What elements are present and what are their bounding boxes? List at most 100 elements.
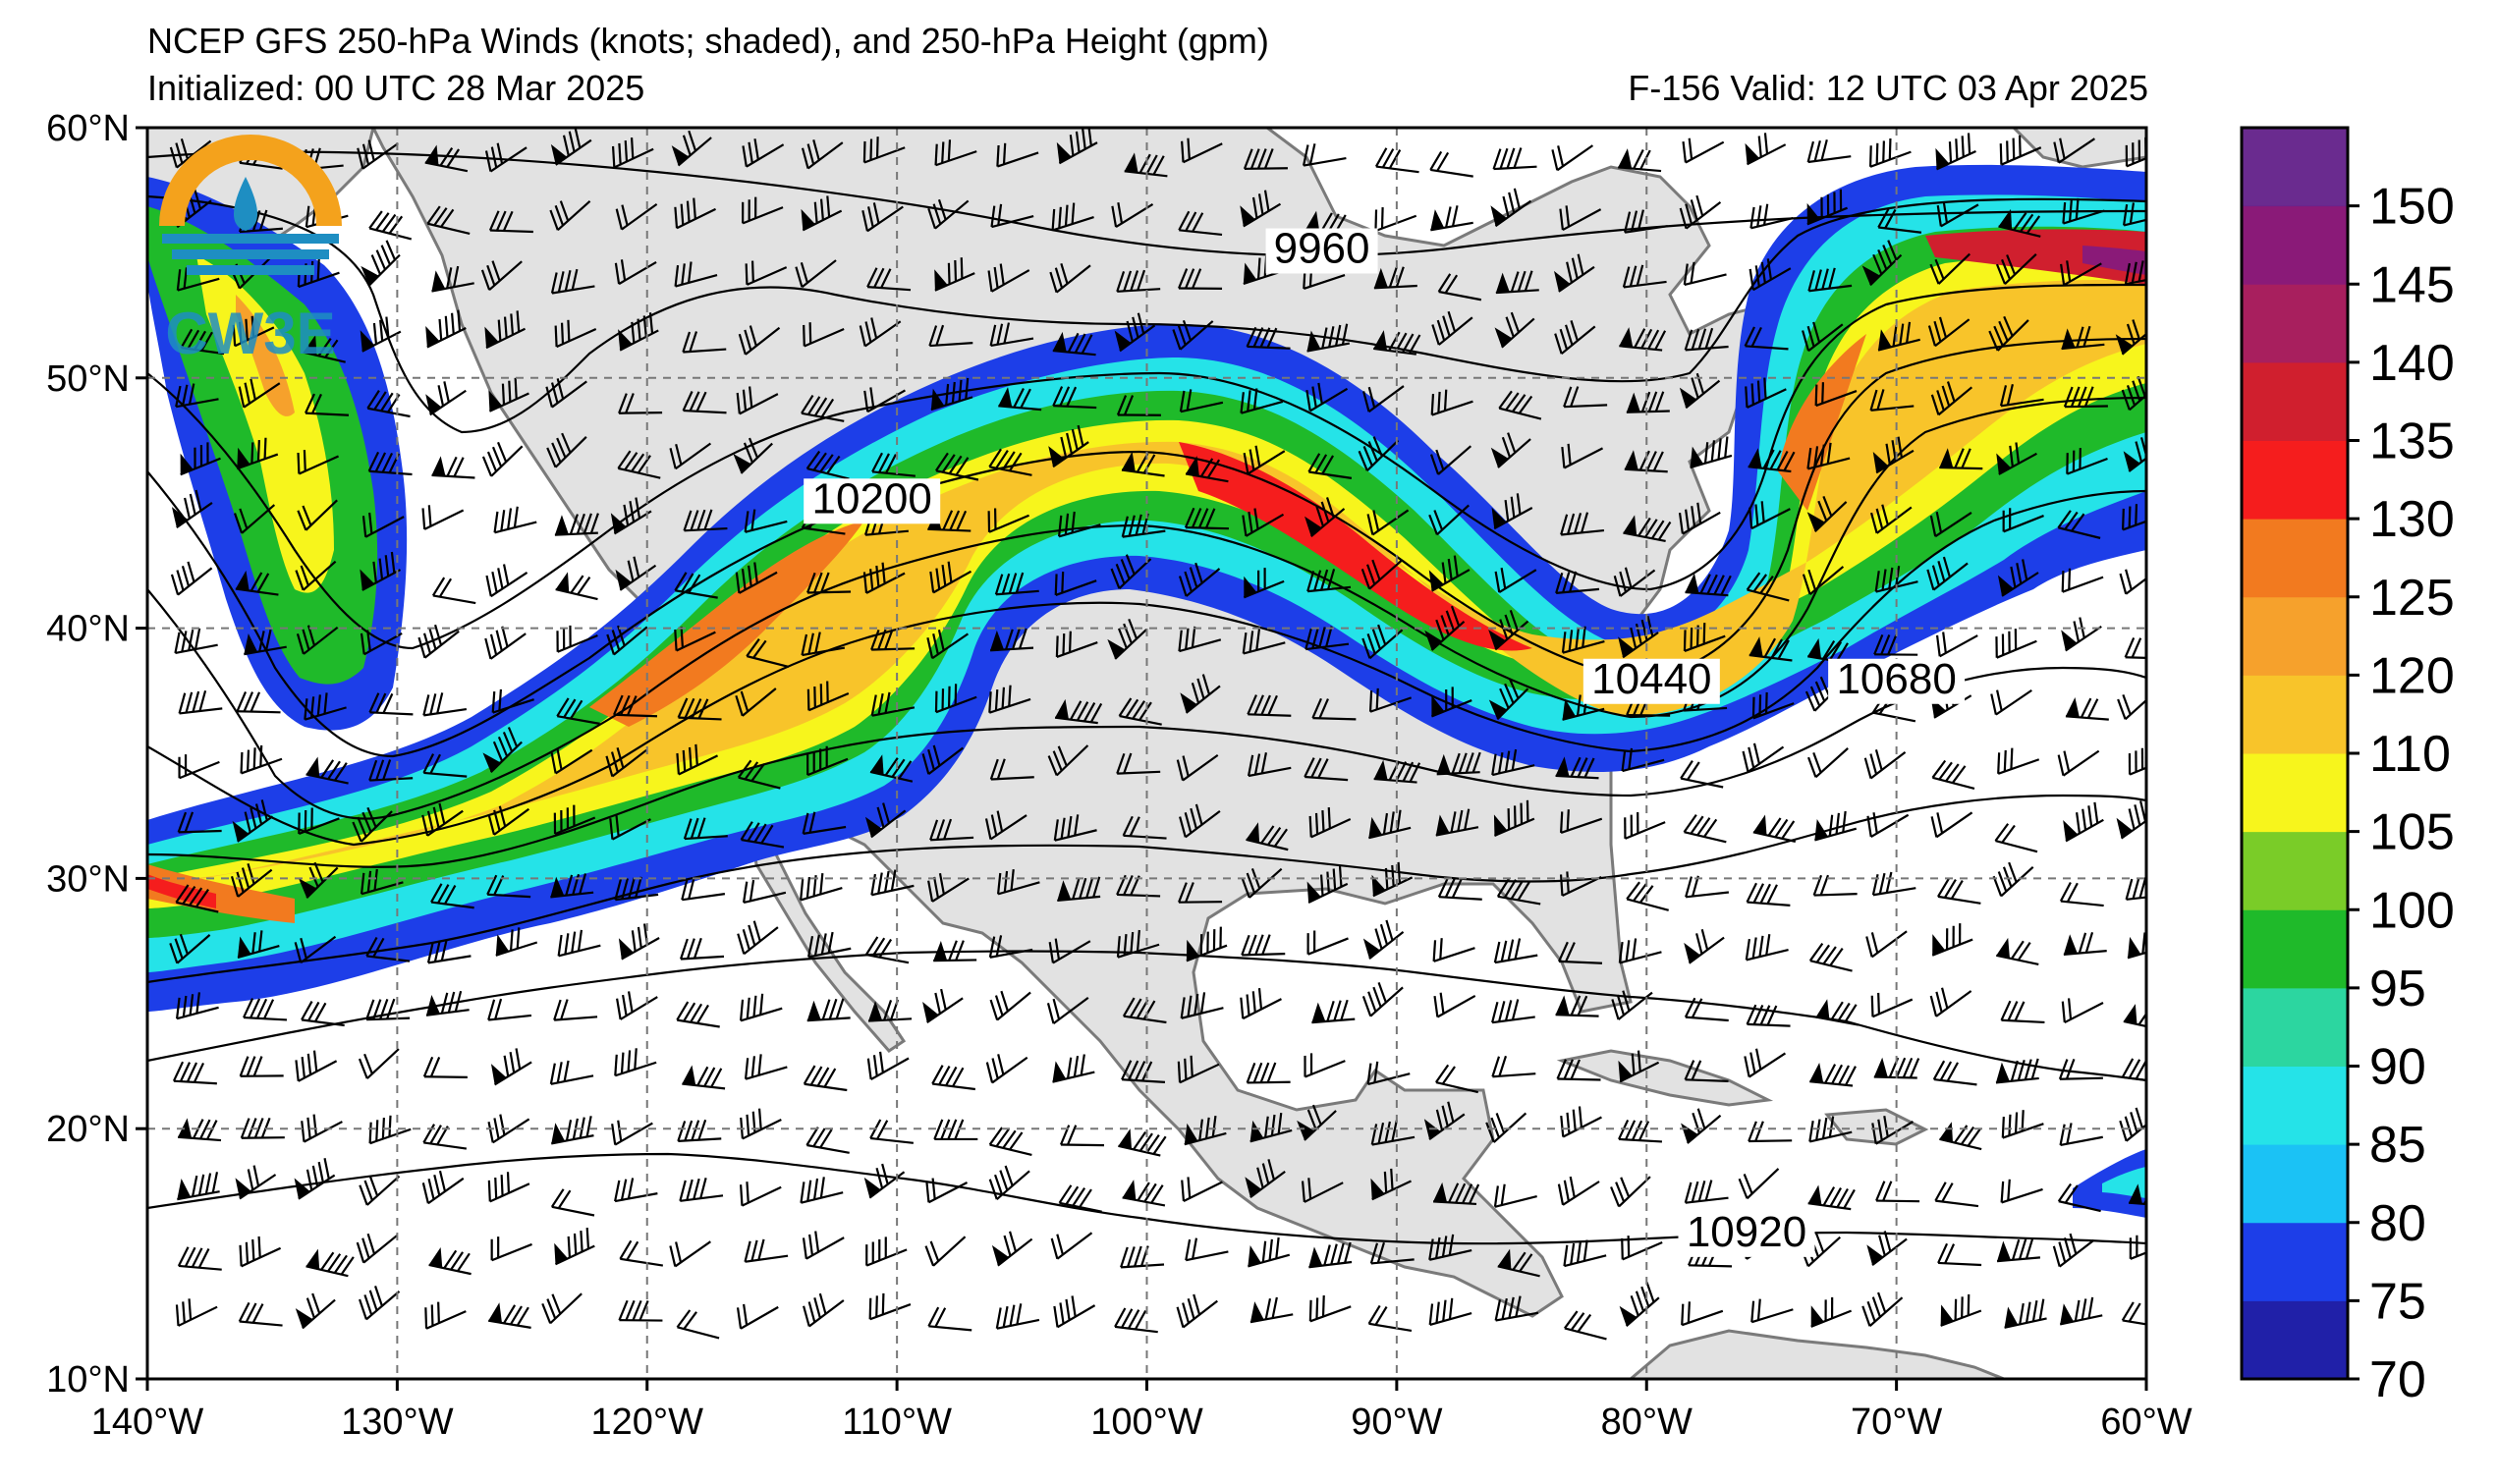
wind-barb <box>1249 1296 1294 1324</box>
wind-barb <box>169 933 211 964</box>
lat-tick-label: 40°N <box>46 609 130 650</box>
wind-barb <box>934 257 975 292</box>
wind-barb <box>174 628 218 655</box>
colorbar-swatch <box>2242 284 2348 363</box>
wind-barb <box>1107 618 1148 660</box>
cuba-land <box>1556 1049 1774 1107</box>
wind-barb <box>614 876 659 902</box>
wind-barb <box>934 139 977 167</box>
wind-barb <box>2060 260 2102 287</box>
wind-barb <box>1749 258 1792 292</box>
wind-barb <box>238 1301 283 1327</box>
colorbar-swatch <box>2242 1144 2348 1224</box>
wind-barb <box>1246 326 1291 350</box>
wind-barb <box>995 1303 1040 1330</box>
wind-barb <box>487 805 530 836</box>
wind-barb <box>1373 266 1417 290</box>
wind-barb <box>935 452 979 481</box>
colorbar-label: 125 <box>2369 570 2455 627</box>
wind-barb <box>360 630 403 656</box>
wind-barb <box>1554 320 1596 356</box>
wind-barb <box>1745 133 1787 166</box>
wind-barb <box>1374 147 1419 174</box>
wind-barb <box>989 322 1034 348</box>
wind-barb <box>1682 137 1725 164</box>
wind-barb <box>988 448 1032 476</box>
wind-barb <box>990 628 1034 652</box>
wind-barb <box>864 936 910 964</box>
wind-barb <box>1178 626 1222 653</box>
wind-barb <box>1361 624 1404 660</box>
wind-barb <box>1930 811 1973 839</box>
wind-barb <box>619 1239 664 1267</box>
wind-barb <box>677 697 722 721</box>
wind-barb <box>933 940 977 962</box>
wind-barb <box>1559 871 1602 897</box>
wind-barb <box>361 240 401 287</box>
wind-barb <box>1558 941 1603 964</box>
wind-barb <box>1424 605 1466 651</box>
wind-barb <box>803 322 845 348</box>
wind-barb <box>928 324 973 348</box>
logo-sun-ring <box>159 135 342 227</box>
wind-barb <box>805 1127 850 1154</box>
wind-barb <box>1684 327 1729 352</box>
wind-barb <box>736 386 779 415</box>
wind-barb <box>178 689 223 715</box>
colorbar-label: 100 <box>2369 882 2455 939</box>
wind-barb <box>360 316 402 353</box>
colorbar-label: 120 <box>2369 647 2455 704</box>
lon-tick-label: 120°W <box>591 1402 704 1443</box>
wind-barb <box>2057 749 2100 777</box>
wind-barb <box>609 814 651 841</box>
wind-barb <box>417 624 460 659</box>
wind-barb <box>554 319 597 349</box>
wind-barb <box>1618 1050 1660 1083</box>
wind-barb <box>676 1001 720 1028</box>
wind-barb <box>177 811 222 834</box>
wind-barb <box>305 393 350 416</box>
wind-barb <box>1122 1180 1166 1207</box>
wind-barb <box>742 138 785 168</box>
wind-barb <box>425 990 470 1017</box>
colorbar-swatch <box>2242 1300 2348 1380</box>
wind-barb <box>244 629 287 656</box>
contour-10080 <box>147 283 2146 650</box>
wind-barb <box>368 759 414 782</box>
colorbar-label: 90 <box>2369 1039 2426 1096</box>
wind-barb <box>737 920 779 956</box>
wind-barb <box>488 377 529 412</box>
wind-barb <box>1240 388 1284 414</box>
wind-barb <box>1493 938 1538 964</box>
wind-barb <box>1806 139 1852 164</box>
wind-barb <box>2063 801 2104 843</box>
wind-barb <box>1181 1177 1223 1203</box>
colorbar-swatch <box>2242 519 2348 598</box>
wind-barb <box>491 688 534 714</box>
wind-barb <box>613 694 658 718</box>
wind-barb <box>1493 1183 1537 1208</box>
wind-barb <box>424 1301 467 1330</box>
wind-barb <box>676 743 719 776</box>
wind-barb <box>1806 189 1848 226</box>
wind-barb <box>1681 1301 1724 1327</box>
wind-barb <box>1802 321 1844 353</box>
colorbar-label: 95 <box>2369 961 2426 1017</box>
colorbar-swatch <box>2242 440 2348 520</box>
wind-barb <box>2061 325 2105 351</box>
colorbar-label: 105 <box>2369 804 2455 861</box>
wind-barb <box>421 505 465 530</box>
wind-barb <box>735 562 778 594</box>
wind-barb <box>180 328 225 356</box>
wind-barb <box>805 450 850 480</box>
wind-barb <box>746 638 790 668</box>
wind-barb <box>674 197 716 230</box>
logo-wave-2 <box>172 249 329 259</box>
wind-barb <box>297 499 338 531</box>
contour-label-bg <box>1265 228 1378 274</box>
wind-barb <box>1048 424 1089 468</box>
wind-barb <box>927 510 971 532</box>
wind-barb <box>295 1292 336 1330</box>
wind-barb <box>2000 1000 2045 1024</box>
contour-label: 10440 <box>1582 655 1720 704</box>
